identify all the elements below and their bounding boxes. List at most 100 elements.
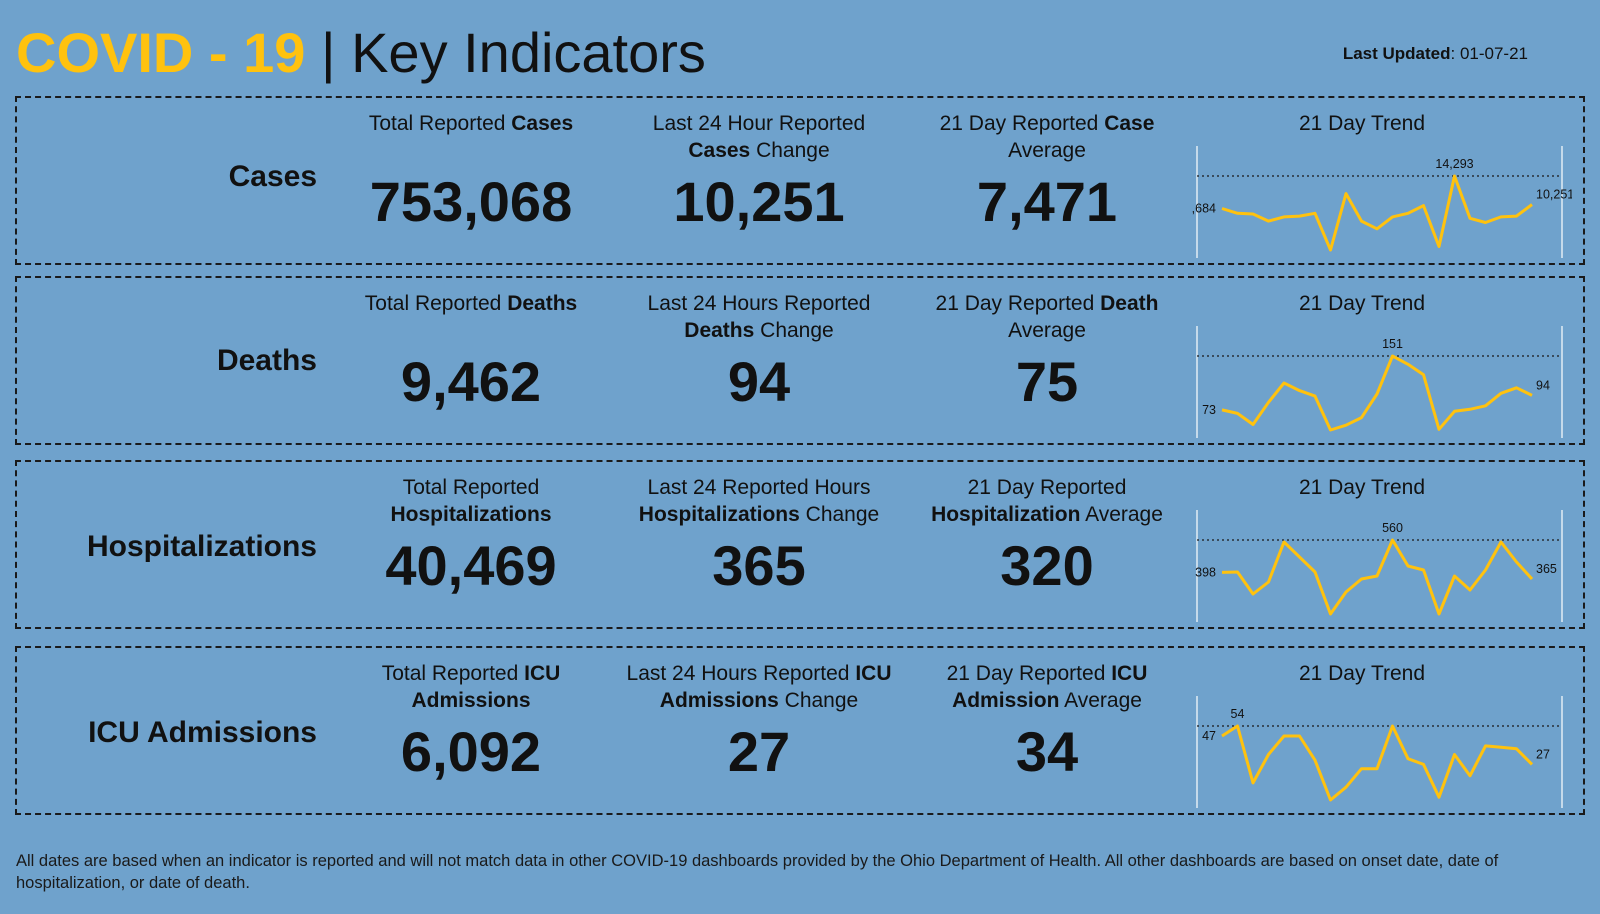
trend-sparkline: 73 151 94 [1196, 326, 1563, 438]
metric-label-bold: ICU Admissions [659, 662, 892, 712]
metric-value: 9,462 [400, 350, 542, 413]
max-value-label: 560 [1382, 521, 1403, 535]
metric-label-bold: Death [1100, 292, 1159, 315]
metric-value: 40,469 [385, 534, 557, 597]
title-accent: COVID - 19 [16, 21, 306, 84]
metric-value: 753,068 [369, 170, 573, 233]
metric-label: Total Reported ICU Admissions [331, 660, 611, 716]
metric-value: 94 [727, 350, 791, 413]
metric-label: Last 24 Hours Reported Deaths Change [619, 290, 899, 346]
trend-title: 21 Day Trend [1298, 476, 1426, 499]
metric-3: 21 Day Reported Case Average 7,471 [907, 110, 1187, 232]
trend-line [1221, 724, 1534, 802]
metric-label: Last 24 Hours Reported ICU Admissions Ch… [619, 660, 899, 716]
metric-value: 34 [1015, 720, 1079, 783]
trend-line [1221, 174, 1533, 252]
metric-label-pre: Last 24 Hour Reported [652, 112, 866, 135]
metric-label-pre: Total Reported [402, 476, 540, 499]
trend-sparkline: 9,684 14,293 10,251 [1192, 146, 1572, 258]
metric-3: 21 Day Reported ICU Admission Average 34 [907, 660, 1187, 782]
metric-1: Total Reported ICU Admissions 6,092 [331, 660, 611, 782]
metric-label: 21 Day Reported Case Average [907, 110, 1187, 166]
metric-label-bold: Hospitalization [931, 503, 1081, 526]
panel-hospitalizations: Hospitalizations Total Reported Hospitali… [15, 460, 1585, 629]
dashboard-title: COVID - 19 | Key Indicators [16, 18, 706, 88]
metric-2: Last 24 Hour Reported Cases Change 10,251 [619, 110, 899, 232]
metric-label-post: Average [1008, 139, 1086, 162]
panel-title: Cases [228, 160, 317, 193]
metric-label-post: Change [750, 139, 830, 162]
metric-value: 6,092 [400, 720, 542, 783]
metric-value: 7,471 [976, 170, 1118, 233]
metric-1: Total Reported Deaths 9,462 [331, 290, 611, 412]
max-value-label: 151 [1382, 337, 1403, 351]
title-rest: | Key Indicators [305, 21, 706, 84]
panel-cases: Cases Total Reported Cases 753,068 Last 24 … [15, 96, 1585, 265]
panel-deaths: Deaths Total Reported Deaths 9,462 Last 24 … [15, 276, 1585, 445]
metric-label-pre: Last 24 Hours Reported [647, 292, 871, 315]
panel-icu-admissions: ICU Admissions Total Reported ICU Admissi… [15, 646, 1585, 815]
metric-label-pre: Total Reported [381, 662, 525, 685]
first-value-label: 9,684 [1192, 202, 1216, 216]
metric-label-pre: 21 Day Reported [939, 112, 1105, 135]
metric-label-bold: ICU Admission [952, 662, 1148, 712]
metric-label-pre: 21 Day Reported [946, 662, 1112, 685]
max-value-label: 54 [1231, 707, 1245, 721]
footnote: All dates are based when an indicator is… [16, 852, 1499, 892]
metric-label: Last 24 Reported Hours Hospitalizations … [619, 474, 899, 530]
trend-line [1221, 538, 1534, 616]
last-value-label: 365 [1536, 562, 1557, 576]
metric-label: Last 24 Hour Reported Cases Change [619, 110, 899, 166]
metric-label-pre: Total Reported [368, 112, 512, 135]
metric-label: Total Reported Deaths [331, 290, 611, 346]
metric-label-pre: Last 24 Reported Hours [647, 476, 871, 499]
last-updated-value: : 01-07-21 [1450, 44, 1529, 63]
first-value-label: 47 [1202, 729, 1216, 743]
metric-label-bold: Hospitalizations [390, 503, 552, 526]
metric-label-bold: Deaths [684, 319, 755, 342]
last-updated: Last Updated: 01-07-21 [1343, 44, 1528, 64]
metric-label-post: Change [754, 319, 834, 342]
last-value-label: 94 [1536, 378, 1550, 392]
metric-label-post: Average [1008, 319, 1086, 342]
metric-label-bold: Case [1104, 112, 1155, 135]
trend-title: 21 Day Trend [1298, 112, 1426, 135]
metric-label-post: Average [1059, 689, 1142, 712]
metric-3: 21 Day Reported Death Average 75 [907, 290, 1187, 412]
trend-sparkline: 398 560 365 [1195, 510, 1563, 622]
metric-label-bold: ICU Admissions [411, 662, 561, 712]
panel-title: Hospitalizations [86, 530, 317, 563]
trend-line [1221, 354, 1533, 432]
metric-value: 75 [1015, 350, 1079, 413]
metric-label: 21 Day Reported Hospitalization Average [907, 474, 1187, 530]
metric-value: 365 [712, 534, 806, 597]
metric-label-post: Change [778, 689, 859, 712]
last-value-label: 10,251 [1536, 188, 1572, 202]
metric-label-bold: Deaths [507, 292, 578, 315]
metric-label-post: Average [1080, 503, 1163, 526]
metric-label: 21 Day Reported Death Average [907, 290, 1187, 346]
metric-label: Total Reported Hospitalizations [331, 474, 611, 530]
metric-label-pre: Last 24 Hours Reported [626, 662, 856, 685]
trend-title: 21 Day Trend [1298, 292, 1426, 315]
metric-2: Last 24 Hours Reported Deaths Change 94 [619, 290, 899, 412]
last-value-label: 27 [1536, 747, 1550, 761]
trend-sparkline: 47 54 27 [1196, 696, 1563, 808]
panel-title: Deaths [216, 344, 317, 377]
max-value-label: 14,293 [1435, 157, 1473, 171]
metric-1: Total Reported Hospitalizations 40,469 [331, 474, 611, 596]
panel-title: ICU Admissions [88, 716, 317, 749]
metric-label-pre: 21 Day Reported [935, 292, 1101, 315]
first-value-label: 398 [1195, 565, 1216, 579]
metric-2: Last 24 Hours Reported ICU Admissions Ch… [619, 660, 899, 782]
metric-1: Total Reported Cases 753,068 [331, 110, 611, 232]
metric-3: 21 Day Reported Hospitalization Average 3… [907, 474, 1187, 596]
metric-label-bold: Hospitalizations [638, 503, 800, 526]
metric-label-bold: Cases [511, 112, 574, 135]
last-updated-label: Last Updated [1342, 44, 1451, 63]
trend-title: 21 Day Trend [1298, 662, 1426, 685]
metric-value: 10,251 [673, 170, 845, 233]
metric-label: Total Reported Cases [331, 110, 611, 166]
metric-value: 27 [727, 720, 791, 783]
metric-label: 21 Day Reported ICU Admission Average [907, 660, 1187, 716]
